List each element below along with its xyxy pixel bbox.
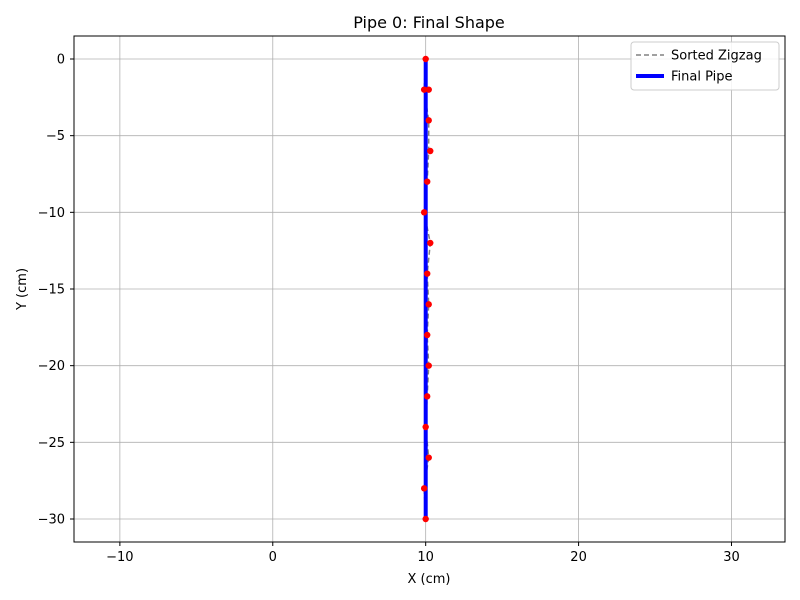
y-tick-label: −5 [46,129,65,144]
legend-label: Final Pipe [671,70,733,85]
data-point [424,270,431,277]
data-point [425,86,432,93]
data-point [424,393,431,400]
data-point [420,485,428,492]
legend-label: Sorted Zigzag [671,49,762,64]
x-tick-label: 30 [723,550,740,565]
legend-box [630,41,780,91]
data-point [420,209,428,216]
x-axis-title: X (cm) [408,572,451,587]
ticks: −10 0 10 20 30 0 −5 −10 −15 −20 −25 −30 [38,53,740,566]
x-tick-label: 0 [269,550,277,565]
data-point [427,147,434,155]
y-tick-label: −10 [38,206,65,221]
data-point [427,239,434,247]
data-point [425,362,432,369]
data-point [422,55,429,63]
data-point [422,423,429,431]
data-point [425,454,432,461]
data-point [422,515,429,523]
data-point [425,117,432,124]
y-axis-title: Y (cm) [15,268,30,311]
y-tick-label: −15 [38,283,65,298]
y-tick-label: −30 [38,513,65,528]
legend: Sorted Zigzag Final Pipe [630,41,780,91]
data-point [424,331,431,339]
y-tick-label: −20 [38,359,65,374]
x-tick-label: 20 [570,550,587,565]
chart-title: Pipe 0: Final Shape [353,13,505,32]
x-tick-label: −10 [106,550,133,565]
y-tick-label: 0 [57,53,65,68]
y-tick-label: −25 [38,436,65,451]
data-point [425,301,432,308]
data-point [424,178,431,185]
plot-data [420,55,434,523]
data-point [420,86,428,93]
x-tick-label: 10 [417,550,434,565]
